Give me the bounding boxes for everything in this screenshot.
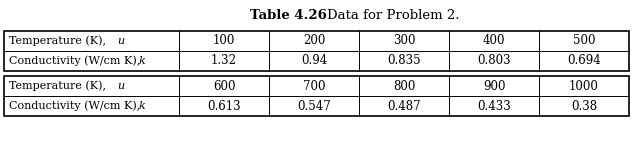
Text: 0.433: 0.433 [477, 99, 511, 113]
Text: u: u [117, 81, 124, 91]
Text: 500: 500 [573, 35, 595, 47]
Text: 0.613: 0.613 [207, 99, 241, 113]
Text: u: u [117, 36, 124, 46]
Text: 400: 400 [483, 35, 505, 47]
Text: Temperature (K),: Temperature (K), [9, 81, 110, 91]
Text: 600: 600 [213, 80, 235, 92]
Text: Data for Problem 2.: Data for Problem 2. [310, 9, 460, 22]
Bar [4, 76, 629, 116]
Text: 0.94: 0.94 [301, 54, 327, 68]
Text: 0.547: 0.547 [297, 99, 331, 113]
Text: 700: 700 [303, 80, 325, 92]
Text: 800: 800 [393, 80, 415, 92]
Text: 0.803: 0.803 [477, 54, 511, 68]
Text: 1.32: 1.32 [211, 54, 237, 68]
Text: 300: 300 [392, 35, 415, 47]
Text: 100: 100 [213, 35, 235, 47]
Text: 0.835: 0.835 [387, 54, 421, 68]
Text: 0.487: 0.487 [387, 99, 421, 113]
Text: k: k [139, 56, 146, 66]
Text: 900: 900 [483, 80, 505, 92]
Text: Conductivity (W/cm K),: Conductivity (W/cm K), [9, 56, 144, 66]
Text: k: k [139, 101, 146, 111]
Text: Conductivity (W/cm K),: Conductivity (W/cm K), [9, 101, 144, 111]
Text: 1000: 1000 [569, 80, 599, 92]
Text: Temperature (K),: Temperature (K), [9, 36, 110, 46]
Bar [4, 31, 629, 71]
Text: Table 4.26: Table 4.26 [250, 9, 327, 22]
Text: 0.694: 0.694 [567, 54, 601, 68]
Text: 200: 200 [303, 35, 325, 47]
Text: 0.38: 0.38 [571, 99, 597, 113]
